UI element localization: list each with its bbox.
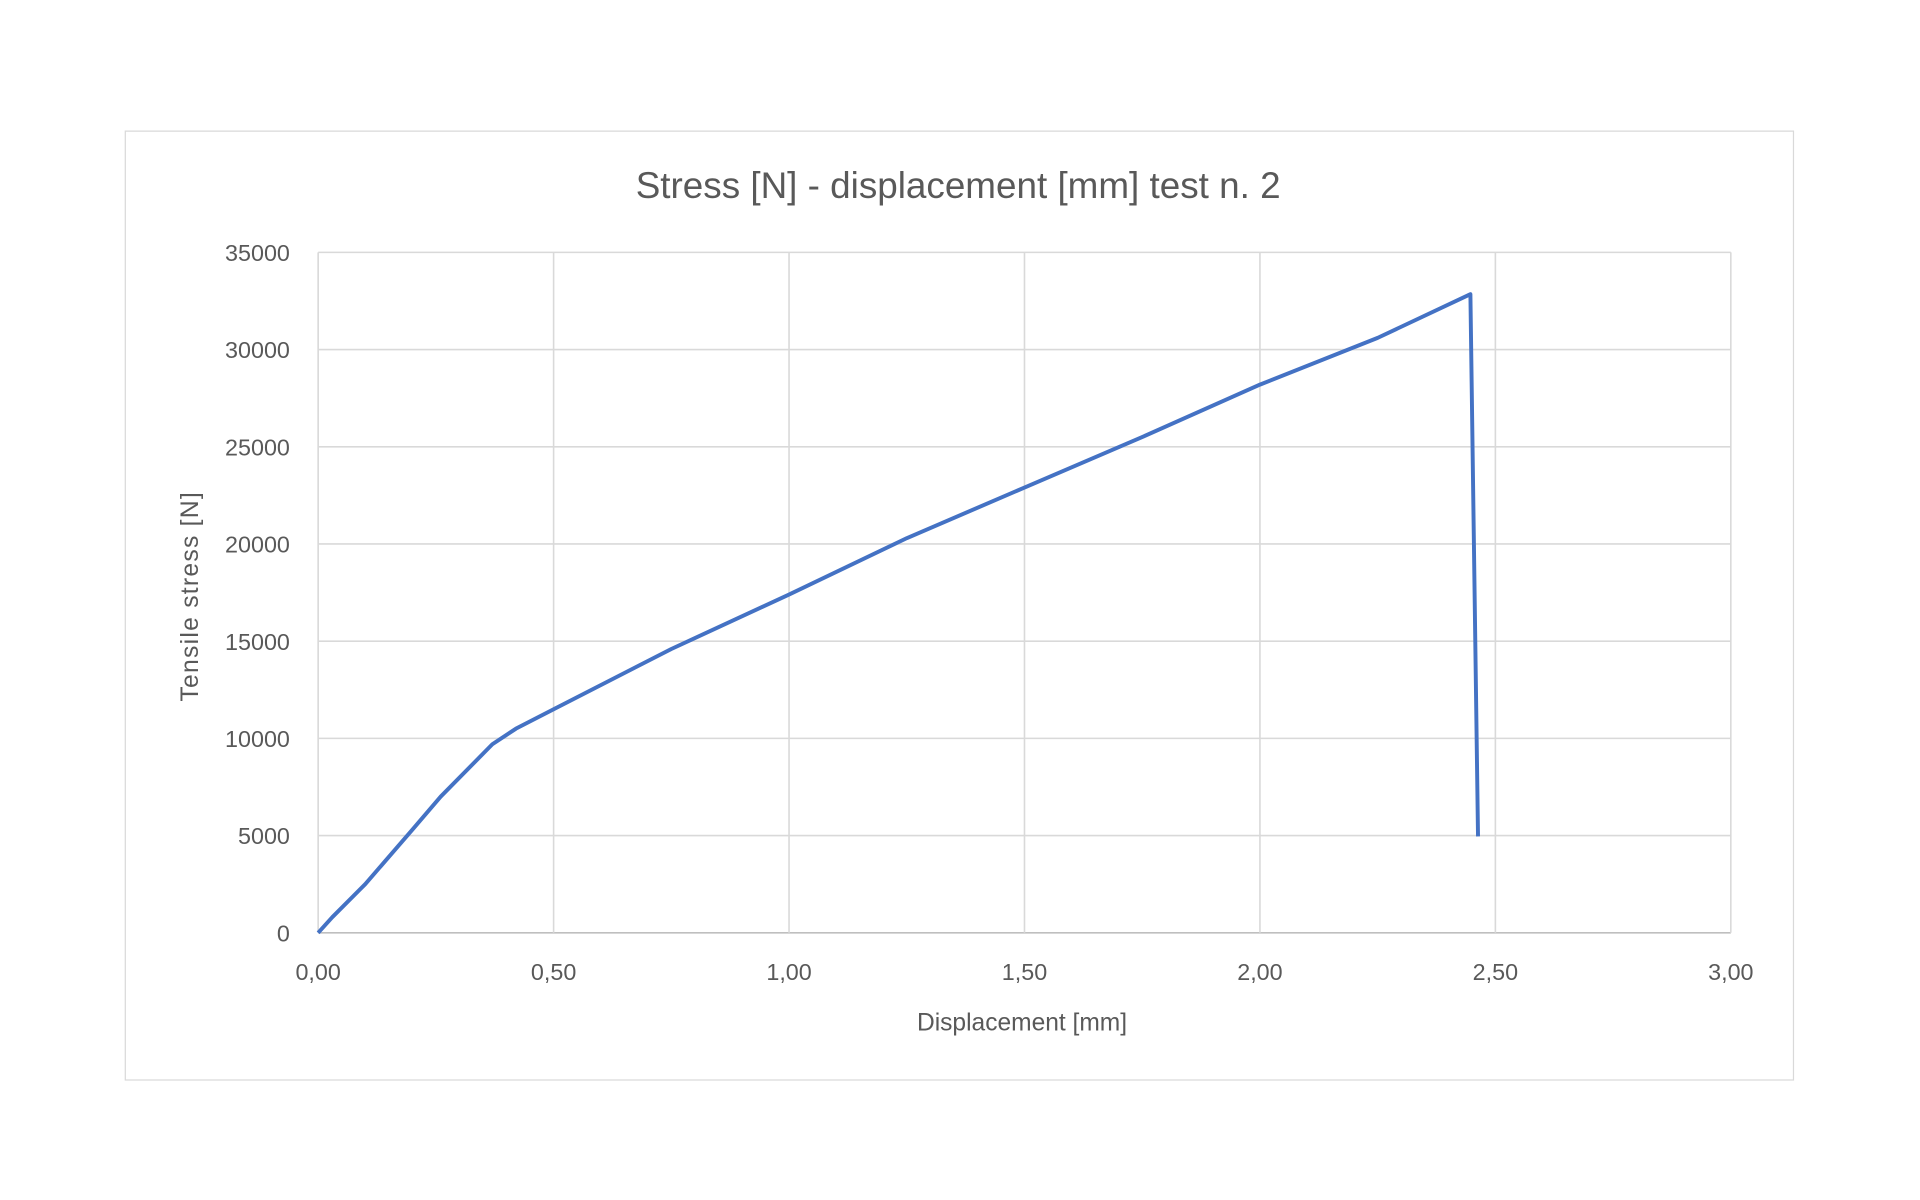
chart-frame — [124, 130, 1795, 1081]
y-tick-label: 30000 — [225, 337, 290, 363]
gridlines — [317, 251, 1732, 934]
x-tick-label: 0,00 — [295, 959, 340, 985]
y-tick-label: 35000 — [225, 240, 290, 266]
x-tick-label: 2,00 — [1237, 959, 1282, 985]
chart-title: Stress [N] - displacement [mm] test n. 2 — [636, 165, 1281, 206]
y-tick-labels: 0 5000 10000 15000 20000 25000 30000 35000 — [225, 240, 290, 947]
y-tick-label: 20000 — [225, 532, 290, 558]
x-tick-label: 2,50 — [1473, 959, 1518, 985]
x-axis-title: Displacement [mm] — [917, 1009, 1127, 1036]
x-tick-label: 1,00 — [766, 959, 811, 985]
y-tick-label: 5000 — [238, 823, 290, 849]
x-tick-label: 1,50 — [1002, 959, 1047, 985]
series-line-0 — [316, 292, 1480, 935]
y-axis-title: Tensile stress [N] — [177, 491, 204, 702]
series-layer — [316, 292, 1480, 935]
y-tick-label: 0 — [277, 920, 290, 946]
x-tick-labels: 0,00 0,50 1,00 1,50 2,00 2,50 3,00 — [295, 959, 1753, 985]
y-tick-label: 10000 — [225, 726, 290, 752]
y-tick-label: 15000 — [225, 629, 290, 655]
x-tick-label: 3,00 — [1708, 959, 1753, 985]
y-tick-label: 25000 — [225, 434, 290, 460]
x-tick-label: 0,50 — [531, 959, 576, 985]
